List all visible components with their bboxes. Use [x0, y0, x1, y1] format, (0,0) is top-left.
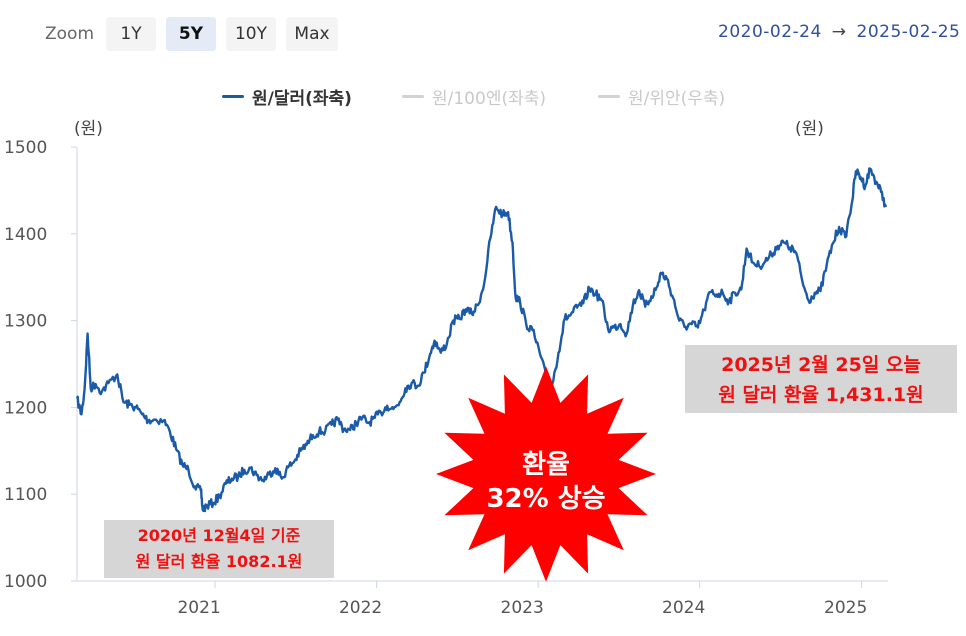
legend-item-krw-cny[interactable]: 원/위안(우축) — [598, 84, 725, 109]
y-tick-label: 1500 — [4, 138, 47, 158]
legend-item-krw-jpy[interactable]: 원/100엔(좌축) — [402, 84, 546, 109]
legend-label-krw-usd: 원/달러(좌축) — [252, 89, 352, 109]
y-tick-label: 1200 — [4, 398, 47, 418]
legend-label-krw-jpy: 원/100엔(좌축) — [432, 89, 546, 109]
legend-item-krw-usd[interactable]: 원/달러(좌축) — [222, 84, 352, 109]
zoom-label: Zoom — [45, 24, 95, 44]
date-to[interactable]: 2025-02-25 — [856, 22, 961, 42]
x-tick-label: 2025 — [824, 598, 867, 618]
zoom-5y-button[interactable]: 5Y — [166, 17, 216, 51]
today-callout-line1: 2025년 2월 25일 오늘 — [721, 354, 921, 376]
legend-swatch-krw-jpy — [402, 95, 424, 98]
legend-swatch-krw-cny — [598, 95, 620, 98]
x-tick-label: 2022 — [339, 598, 382, 618]
x-tick-label: 2024 — [662, 598, 705, 618]
burst-annotation: 환율 32% 상승 — [436, 366, 656, 582]
burst-line2: 32% 상승 — [486, 484, 605, 514]
x-tick-label: 2023 — [501, 598, 544, 618]
zoom-1y-button[interactable]: 1Y — [106, 17, 156, 51]
y-tick-label: 1400 — [4, 225, 47, 245]
low-callout-line2: 원 달러 환율 1082.1원 — [135, 552, 303, 571]
left-axis-unit: (원) — [74, 119, 103, 139]
today-callout: 2025년 2월 25일 오늘 원 달러 환율 1,431.1원 — [685, 345, 957, 413]
x-tick-label: 2021 — [177, 598, 220, 618]
zoom-max-button[interactable]: Max — [286, 17, 338, 51]
y-tick-label: 1300 — [4, 312, 47, 332]
series-line-krw-usd — [75, 167, 888, 513]
low-point-callout: 2020년 12월4일 기준 원 달러 환율 1082.1원 — [104, 520, 334, 578]
date-range[interactable]: 2020-02-24 → 2025-02-25 — [718, 22, 966, 42]
today-callout-line2: 원 달러 환율 1,431.1원 — [718, 384, 924, 406]
date-from[interactable]: 2020-02-24 — [718, 22, 822, 42]
legend-label-krw-cny: 원/위안(우축) — [628, 89, 726, 109]
y-tick-label: 1100 — [4, 485, 47, 505]
legend-swatch-krw-usd — [222, 95, 244, 98]
low-callout-line1: 2020년 12월4일 기준 — [137, 526, 301, 545]
burst-line1: 환율 — [522, 450, 570, 480]
y-tick-label: 1000 — [4, 572, 47, 592]
burst-shape — [436, 366, 656, 582]
date-arrow: → — [831, 22, 847, 42]
right-axis-unit: (원) — [795, 119, 824, 139]
zoom-10y-button[interactable]: 10Y — [226, 17, 276, 51]
